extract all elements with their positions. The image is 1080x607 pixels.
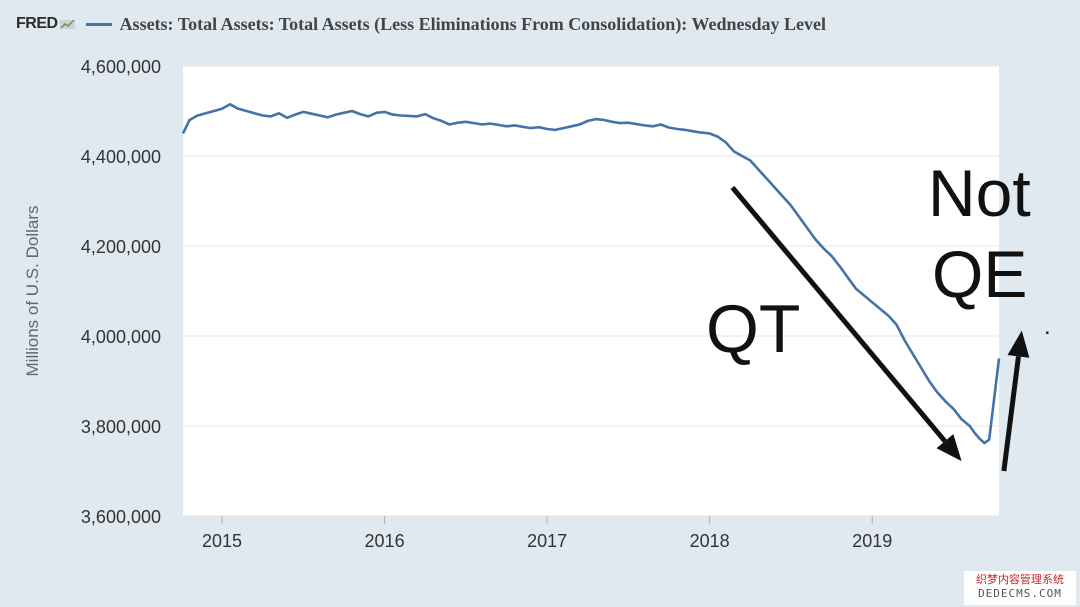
y-tick-label: 4,000,000: [81, 327, 161, 347]
watermark-url: DEDECMS.COM: [978, 587, 1062, 600]
watermark-text: 织梦内容管理系统: [976, 573, 1064, 586]
fred-logo-graph-icon: [59, 19, 75, 29]
chart-title[interactable]: Assets: Total Assets: Total Assets (Less…: [119, 13, 826, 34]
legend-line-swatch: [85, 22, 112, 26]
x-axis-ticks: 2015 2016 2017 2018 2019: [202, 516, 892, 551]
qe-arrow-shaft: [1001, 356, 1021, 472]
plot-area: [183, 66, 999, 516]
not-label: Not: [928, 156, 1031, 230]
y-tick-label: 3,600,000: [81, 507, 161, 527]
series-line[interactable]: [181, 103, 1001, 445]
qt-label: QT: [706, 291, 800, 367]
gridlines: [183, 65, 999, 517]
x-tick-label: 2018: [690, 531, 730, 551]
qt-arrow-head: [936, 434, 962, 462]
watermark: 织梦内容管理系统 DEDECMS.COM: [964, 571, 1076, 605]
qe-label: QE: [932, 237, 1027, 311]
y-tick-label: 4,600,000: [81, 57, 161, 77]
y-tick-label: 4,400,000: [81, 147, 161, 167]
y-tick-label: 4,200,000: [81, 237, 161, 257]
dot-mark: .: [1044, 313, 1051, 340]
x-tick-label: 2016: [365, 531, 405, 551]
qt-arrow-shaft: [730, 185, 947, 443]
y-tick-label: 3,800,000: [81, 417, 161, 437]
x-tick-label: 2015: [202, 531, 242, 551]
qe-arrow-head: [1007, 330, 1030, 358]
y-axis-ticks: 3,600,000 3,800,000 4,000,000 4,200,000 4,40…: [81, 57, 161, 527]
y-axis-label: Millions of U.S. Dollars: [23, 206, 42, 377]
x-tick-label: 2017: [527, 531, 567, 551]
chart-header: FRED Assets: Total Assets: Total Assets …: [16, 10, 826, 38]
fred-logo: FRED: [16, 15, 58, 32]
x-tick-label: 2019: [852, 531, 892, 551]
